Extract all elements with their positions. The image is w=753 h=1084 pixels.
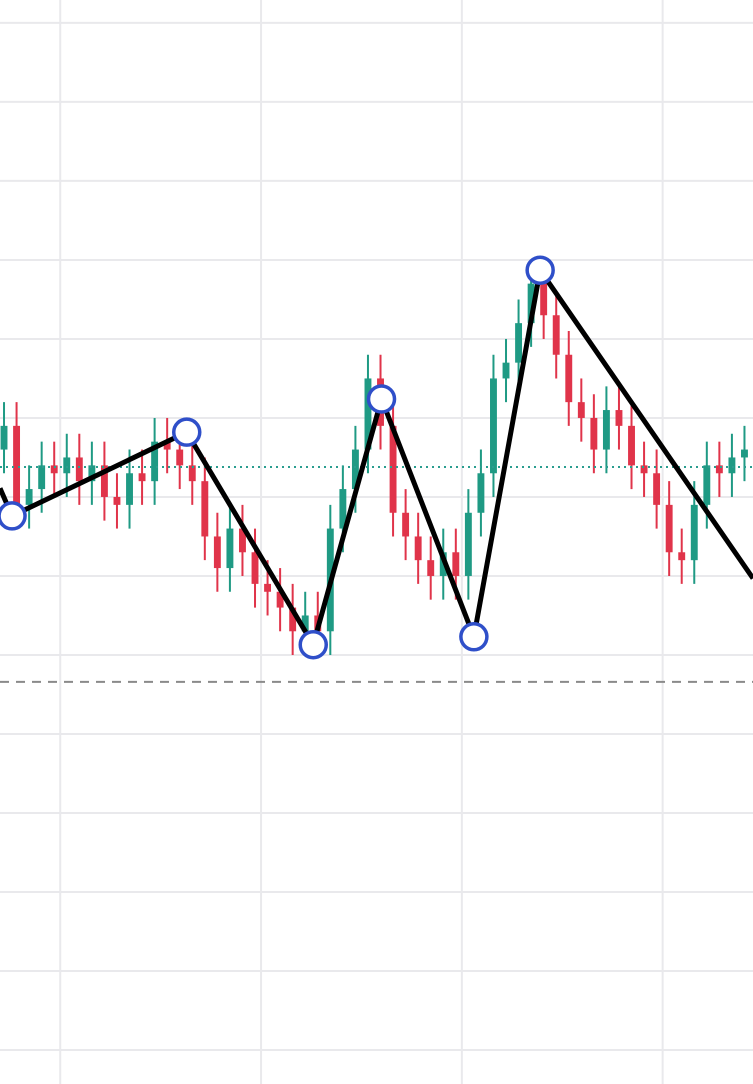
candle-body: [540, 283, 548, 316]
candle-body: [188, 465, 196, 482]
candle-body: [126, 473, 133, 505]
candle-body: [615, 410, 623, 426]
candle-body: [239, 528, 246, 553]
candle-body: [427, 560, 435, 576]
candle-body: [213, 536, 221, 569]
candle-body: [113, 496, 121, 505]
pivot-marker: [171, 417, 202, 447]
candle-body: [276, 591, 284, 608]
pivot-marker: [0, 501, 27, 531]
candle-body: [464, 512, 472, 576]
candle-body: [502, 362, 510, 379]
candle-body: [590, 417, 598, 450]
zigzag-line: [0, 267, 753, 648]
candle-body: [402, 512, 410, 537]
candle-body: [665, 504, 673, 553]
candle-body: [38, 465, 46, 490]
candle-body: [414, 536, 422, 561]
candle-body: [13, 425, 21, 505]
candle-body: [163, 441, 171, 450]
candle-body: [301, 615, 309, 632]
candle-body: [25, 489, 33, 505]
candle-body: [138, 473, 146, 482]
candle-body: [741, 449, 748, 458]
candle-body: [602, 410, 610, 450]
candle-body: [100, 465, 108, 497]
candle-body: [527, 283, 535, 324]
candle-body: [715, 465, 723, 474]
candle-body: [351, 449, 359, 490]
candle-body: [75, 457, 83, 482]
candle-body: [63, 457, 71, 474]
candle-body: [552, 315, 560, 355]
candle-body: [151, 441, 159, 482]
candle-body: [690, 504, 698, 561]
candle-body: [50, 465, 58, 474]
candle-body: [490, 378, 497, 474]
pivot-marker: [298, 629, 328, 660]
candle-body: [201, 481, 209, 537]
pivot-marker: [459, 622, 489, 652]
candle-body: [176, 449, 184, 466]
pivot-marker: [366, 384, 397, 414]
candle-body: [640, 465, 648, 474]
candle-body: [477, 473, 485, 513]
candle-body: [577, 402, 585, 418]
candle-body: [251, 552, 259, 584]
candle-body: [678, 552, 686, 561]
candle-body: [728, 457, 736, 474]
candle-body: [226, 528, 234, 569]
candle-body: [653, 473, 661, 505]
candle-body: [565, 354, 573, 403]
candle-body: [389, 425, 397, 513]
candle-body: [88, 465, 96, 482]
candle-body: [515, 323, 523, 363]
candle-body: [628, 425, 635, 466]
candle-body: [339, 489, 347, 529]
candle-body: [452, 552, 460, 576]
candle-body: [364, 378, 372, 450]
candle-body: [0, 425, 8, 450]
candle-body: [703, 465, 711, 505]
candle-body: [289, 607, 297, 632]
pivot-marker: [525, 255, 555, 285]
candle-body: [264, 583, 272, 592]
